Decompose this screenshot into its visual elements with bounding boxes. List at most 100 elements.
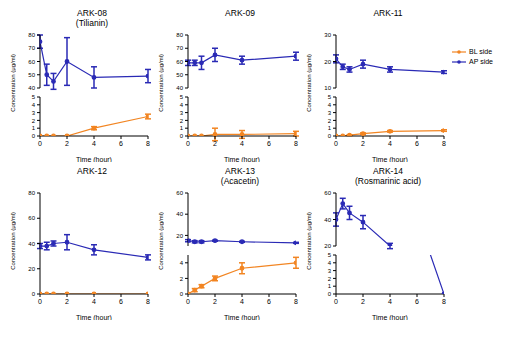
svg-text:8: 8: [146, 298, 150, 305]
svg-text:20: 20: [324, 59, 331, 65]
svg-text:50: 50: [176, 72, 183, 78]
svg-text:60: 60: [176, 59, 183, 65]
svg-text:60: 60: [324, 190, 331, 196]
svg-text:0: 0: [186, 298, 190, 305]
svg-text:2: 2: [180, 276, 184, 282]
svg-text:20: 20: [28, 266, 35, 272]
svg-text:4: 4: [328, 102, 332, 108]
svg-text:80: 80: [28, 32, 35, 38]
svg-text:30: 30: [324, 32, 331, 38]
svg-text:8: 8: [442, 298, 446, 305]
svg-text:2: 2: [32, 118, 36, 124]
svg-text:0: 0: [328, 291, 332, 297]
svg-text:8: 8: [294, 140, 298, 147]
svg-text:1: 1: [328, 283, 332, 289]
svg-text:8: 8: [146, 140, 150, 147]
svg-text:6: 6: [267, 298, 271, 305]
svg-text:50: 50: [28, 72, 35, 78]
svg-text:2: 2: [65, 298, 69, 305]
svg-text:4: 4: [32, 102, 36, 108]
html-text:ARK-09: ARK-09: [225, 8, 255, 18]
svg-text:2: 2: [180, 118, 184, 124]
html-text:(Tilianin): (Tilianin): [75, 18, 109, 28]
svg-text:2: 2: [328, 276, 332, 282]
svg-text:0: 0: [334, 140, 338, 147]
svg-text:2: 2: [328, 118, 332, 124]
svg-text:40: 40: [28, 241, 35, 247]
svg-text:40: 40: [176, 85, 183, 91]
svg-text:Time (hour): Time (hour): [224, 314, 260, 320]
svg-text:10: 10: [324, 85, 331, 91]
svg-text:3: 3: [328, 110, 332, 116]
svg-text:6: 6: [415, 140, 419, 147]
html-text:Concentration (μg/ml): Concentration (μg/ml): [158, 54, 164, 112]
svg-text:0: 0: [38, 140, 42, 147]
svg-text:4: 4: [328, 260, 332, 266]
svg-text:4: 4: [240, 140, 244, 147]
html-text:AP side: AP side: [469, 58, 493, 65]
svg-text:6: 6: [267, 140, 271, 147]
svg-text:5: 5: [328, 252, 332, 258]
svg-text:20: 20: [176, 233, 183, 239]
svg-text:8: 8: [294, 298, 298, 305]
svg-text:1: 1: [328, 125, 332, 131]
svg-text:80: 80: [28, 190, 35, 196]
svg-text:0: 0: [180, 133, 184, 139]
svg-text:2: 2: [213, 140, 217, 147]
svg-text:6: 6: [119, 298, 123, 305]
svg-text:2: 2: [361, 140, 365, 147]
svg-text:6: 6: [119, 140, 123, 147]
svg-text:8: 8: [442, 140, 446, 147]
html-text:ARK-12: ARK-12: [77, 166, 107, 176]
svg-text:4: 4: [388, 140, 392, 147]
svg-text:40: 40: [176, 211, 183, 217]
html-text:BL side: BL side: [469, 48, 493, 55]
svg-text:2: 2: [65, 140, 69, 147]
svg-text:0: 0: [32, 133, 36, 139]
svg-text:4: 4: [180, 102, 184, 108]
svg-text:40: 40: [28, 85, 35, 91]
svg-text:4: 4: [180, 260, 184, 266]
svg-text:70: 70: [176, 45, 183, 51]
html-text:(Rosmarinic acid): (Rosmarinic acid): [354, 176, 422, 186]
svg-text:60: 60: [28, 59, 35, 65]
svg-text:0: 0: [38, 298, 42, 305]
svg-text:4: 4: [92, 298, 96, 305]
svg-text:70: 70: [28, 45, 35, 51]
svg-text:Time (hour): Time (hour): [76, 156, 112, 162]
svg-text:Time (hour): Time (hour): [76, 314, 112, 320]
html-text:ARK-14: ARK-14: [373, 166, 403, 176]
svg-text:0: 0: [334, 298, 338, 305]
svg-text:1: 1: [180, 125, 184, 131]
html-text:ARK-13: ARK-13: [225, 166, 255, 176]
html-text:(Acacetin): (Acacetin): [220, 176, 260, 186]
svg-text:Time (hour): Time (hour): [372, 156, 408, 162]
svg-text:2: 2: [361, 298, 365, 305]
svg-text:1: 1: [32, 125, 36, 131]
svg-text:80: 80: [176, 32, 183, 38]
svg-text:4: 4: [388, 298, 392, 305]
svg-text:0: 0: [180, 291, 184, 297]
svg-text:5: 5: [328, 94, 332, 100]
svg-text:Time (hour): Time (hour): [224, 156, 260, 162]
svg-text:5: 5: [32, 94, 36, 100]
html-text:ARK-08: ARK-08: [77, 8, 107, 18]
svg-text:0: 0: [328, 133, 332, 139]
svg-text:60: 60: [176, 190, 183, 196]
svg-text:5: 5: [180, 94, 184, 100]
svg-text:20: 20: [324, 243, 331, 249]
html-text:ARK-11: ARK-11: [373, 8, 403, 18]
html-text:Concentration (μg/ml): Concentration (μg/ml): [10, 54, 16, 112]
svg-text:3: 3: [32, 110, 36, 116]
svg-text:60: 60: [28, 215, 35, 221]
svg-text:3: 3: [328, 268, 332, 274]
svg-text:2: 2: [213, 298, 217, 305]
svg-text:40: 40: [324, 217, 331, 223]
svg-text:4: 4: [240, 298, 244, 305]
svg-text:3: 3: [180, 110, 184, 116]
svg-text:6: 6: [415, 298, 419, 305]
svg-text:4: 4: [92, 140, 96, 147]
svg-text:0: 0: [32, 291, 36, 297]
svg-text:Time (hour): Time (hour): [372, 314, 408, 320]
svg-text:0: 0: [186, 140, 190, 147]
